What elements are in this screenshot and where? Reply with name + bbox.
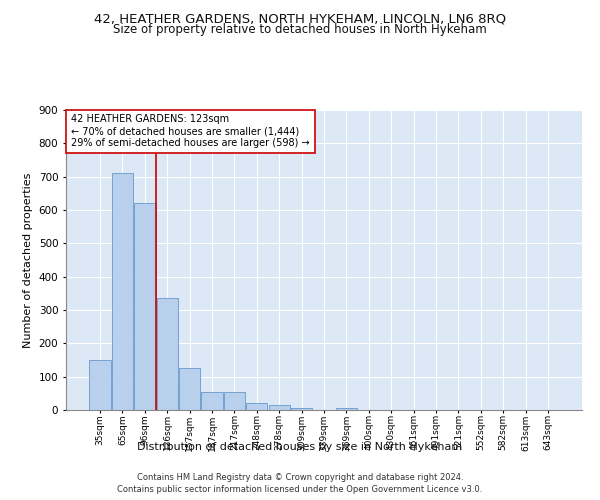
Text: Size of property relative to detached houses in North Hykeham: Size of property relative to detached ho… bbox=[113, 22, 487, 36]
Bar bbox=[179, 368, 200, 410]
Text: 42, HEATHER GARDENS, NORTH HYKEHAM, LINCOLN, LN6 8RQ: 42, HEATHER GARDENS, NORTH HYKEHAM, LINC… bbox=[94, 12, 506, 26]
Bar bbox=[134, 204, 155, 410]
Bar bbox=[157, 298, 178, 410]
Bar bbox=[202, 392, 223, 410]
Text: Contains public sector information licensed under the Open Government Licence v3: Contains public sector information licen… bbox=[118, 485, 482, 494]
Y-axis label: Number of detached properties: Number of detached properties bbox=[23, 172, 33, 348]
Text: Distribution of detached houses by size in North Hykeham: Distribution of detached houses by size … bbox=[137, 442, 463, 452]
Bar bbox=[246, 404, 268, 410]
Text: 42 HEATHER GARDENS: 123sqm
← 70% of detached houses are smaller (1,444)
29% of s: 42 HEATHER GARDENS: 123sqm ← 70% of deta… bbox=[71, 114, 310, 148]
Bar bbox=[89, 360, 111, 410]
Bar bbox=[224, 392, 245, 410]
Text: Contains HM Land Registry data © Crown copyright and database right 2024.: Contains HM Land Registry data © Crown c… bbox=[137, 472, 463, 482]
Bar bbox=[269, 405, 290, 410]
Bar bbox=[336, 408, 357, 410]
Bar bbox=[291, 408, 312, 410]
Bar bbox=[112, 174, 133, 410]
